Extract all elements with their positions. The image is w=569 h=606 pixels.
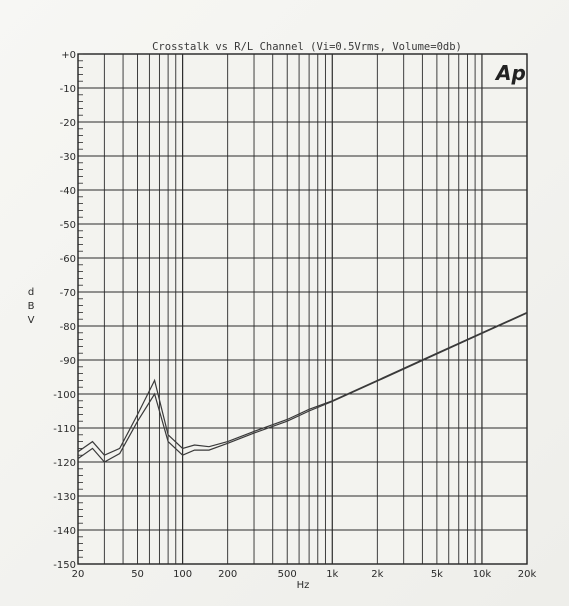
x-tick-label: 10k: [473, 569, 492, 580]
y-axis-label-v: V: [28, 315, 35, 326]
y-tick-label: -80: [60, 322, 76, 333]
plot-area: [77, 53, 528, 565]
x-tick-label: 20: [72, 569, 85, 580]
y-tick-label: -70: [60, 288, 76, 299]
y-tick-label: -130: [53, 492, 76, 503]
y-tick-label: -110: [53, 424, 76, 435]
x-tick-label: 5k: [431, 569, 443, 580]
y-tick-label: -50: [60, 220, 76, 231]
ap-logo: Ap: [494, 61, 526, 85]
x-tick-label: 20k: [518, 569, 537, 580]
chart-title: Crosstalk vs R/L Channel (Vi=0.5Vrms, Vo…: [152, 41, 462, 53]
y-tick-label: -140: [53, 526, 76, 537]
y-axis-label-b: B: [28, 301, 35, 312]
x-tick-label: 50: [131, 569, 144, 580]
grid: [78, 53, 527, 564]
y-tick-label: -60: [60, 254, 76, 265]
y-tick-label: -90: [60, 356, 76, 367]
tick-labels: 20 50 100 200 500 1k 2k 5k 10k 20k +0 -10 -20 -30 -40 -…: [53, 50, 536, 580]
y-tick-label: -20: [60, 118, 76, 129]
x-tick-label: 1k: [326, 569, 338, 580]
x-tick-label: 2k: [371, 569, 383, 580]
x-tick-label: 200: [218, 569, 237, 580]
y-axis-label-d: d: [28, 287, 34, 298]
x-tick-label: 500: [278, 569, 297, 580]
series-layer: [77, 311, 528, 463]
series-line-1: [77, 311, 528, 456]
y-tick-label: -120: [53, 458, 76, 469]
y-tick-label: -10: [60, 84, 76, 95]
y-tick-label: -100: [53, 390, 76, 401]
x-tick-label: 100: [173, 569, 192, 580]
y-axis-label: d B V: [28, 287, 35, 326]
y-tick-label: -30: [60, 152, 76, 163]
y-tick-label: -150: [53, 560, 76, 571]
y-tick-label: +0: [61, 50, 76, 61]
y-tick-label: -40: [60, 186, 76, 197]
x-axis-label: Hz: [297, 580, 310, 591]
series-line-2: [77, 312, 528, 463]
